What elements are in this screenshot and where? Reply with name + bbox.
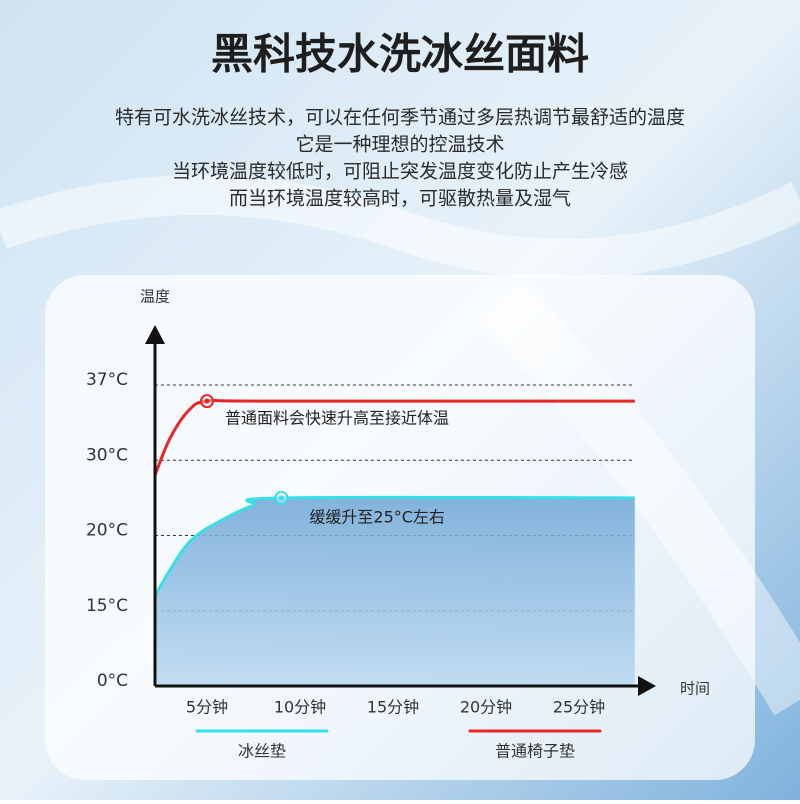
plot: 0°C 15°C 20°C 30°C 37°C 冰丝垫 普通椅子垫 普通面料会快速升高至接近体… (86, 288, 710, 761)
subtitle-line: 特有可水洗冰丝技术，可以在任何季节通过多层热调节最舒适的温度 (115, 107, 685, 129)
area (154, 497, 635, 686)
annotation: 缓缓升至25°C左右 (309, 507, 445, 526)
legend-label: 冰丝垫 (238, 742, 286, 761)
y-tick-label: 20°C (86, 521, 128, 541)
x-tick-label: 10分钟 (274, 698, 326, 717)
annotation-dot (278, 495, 284, 501)
subtitle-line: 它是一种理想的控温技术 (295, 134, 504, 156)
y-tick-label: 37°C (86, 370, 128, 390)
annotation: 普通面料会快速升高至接近体温 (225, 409, 449, 428)
subtitle: 特有可水洗冰丝技术，可以在任何季节通过多层热调节最舒适的温度它是一种理想的控温技… (115, 107, 685, 210)
fabric-texture (0, 175, 800, 279)
x-axis-label: 时间 (680, 680, 710, 698)
x-tick-label: 25分钟 (553, 698, 605, 717)
y-axis-label: 温度 (140, 288, 170, 306)
legend-label: 普通椅子垫 (495, 742, 575, 761)
y-tick-label: 0°C (97, 671, 128, 691)
title: 黑科技水洗冰丝面料 (211, 30, 589, 79)
y-axis-arrow (145, 325, 165, 344)
y-tick-label: 15°C (86, 596, 128, 616)
x-tick-label: 15分钟 (367, 698, 419, 717)
line (153, 398, 635, 476)
x-tick-label: 5分钟 (186, 698, 228, 717)
annotation-dot (204, 398, 210, 404)
x-axis-arrow (638, 676, 656, 696)
subtitle-line: 当环境温度较低时，可阻止突发温度变化防止产生冷感 (172, 161, 628, 183)
x-tick-label: 20分钟 (460, 698, 512, 717)
line (153, 495, 635, 597)
subtitle-line: 而当环境温度较高时，可驱散热量及湿气 (229, 188, 571, 210)
y-tick-label: 30°C (86, 445, 128, 465)
